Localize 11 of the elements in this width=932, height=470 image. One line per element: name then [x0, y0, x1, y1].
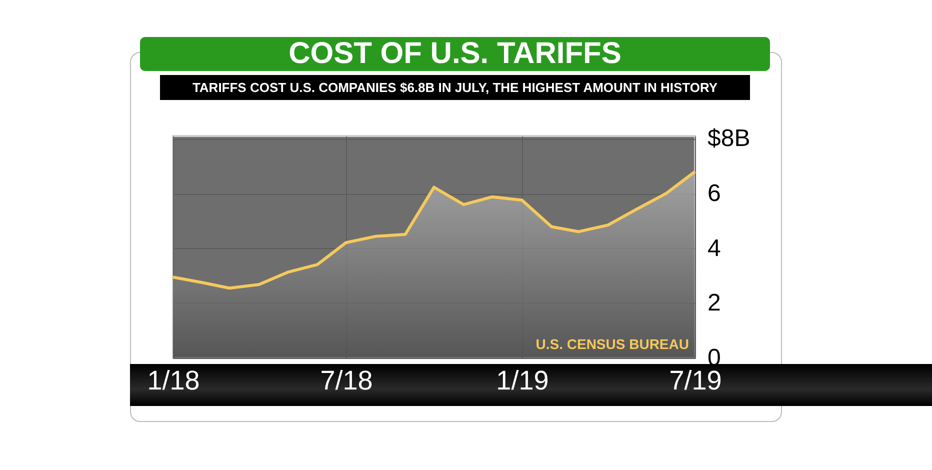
x-tick-label: 1/18 — [147, 366, 200, 396]
x-tick-label: 7/19 — [669, 366, 722, 396]
y-tick-label: $8B — [708, 125, 750, 152]
y-tick-label: 2 — [708, 290, 721, 317]
chart-title: COST OF U.S. TARIFFS — [140, 37, 770, 71]
x-tick-label: 1/19 — [496, 366, 549, 396]
x-tick-label: 7/18 — [320, 366, 373, 396]
y-tick-label: 4 — [708, 234, 721, 262]
chart-subtitle: TARIFFS COST U.S. COMPANIES $6.8B IN JULY, THE HIGHEST AMOUNT IN HISTORY — [160, 75, 750, 100]
y-tick-label: 6 — [708, 180, 721, 208]
annotation: U.S. CENSUS BUREAU — [536, 336, 689, 352]
